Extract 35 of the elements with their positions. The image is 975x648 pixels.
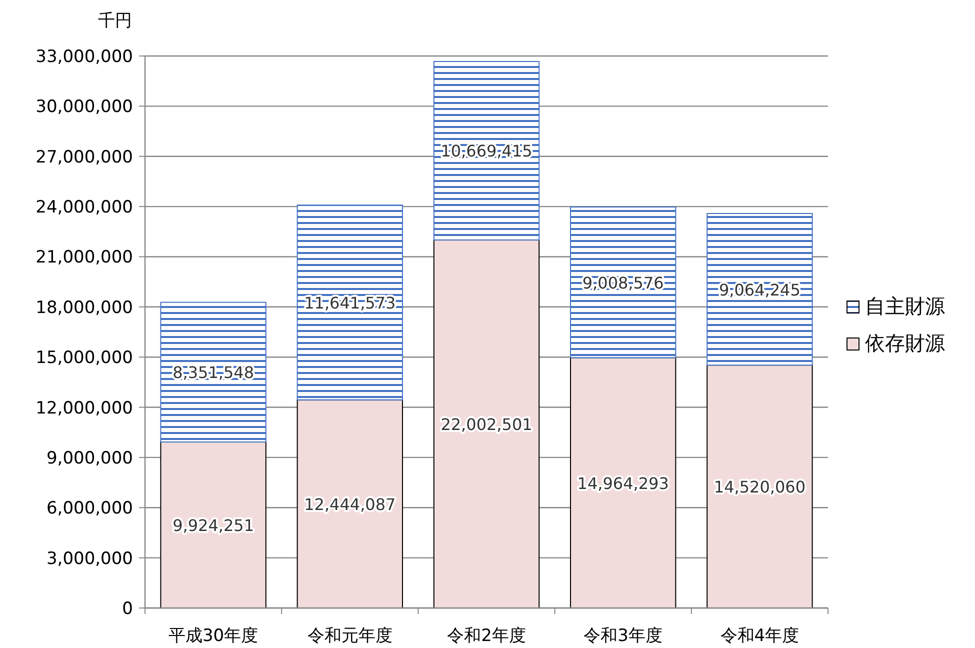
bar [433,239,540,608]
y-tick-label: 12,000,000 [36,398,133,418]
y-tick-label: 18,000,000 [36,298,133,318]
data-label: 9,924,251 [172,516,254,535]
x-tick-label: 令和3年度 [584,626,663,646]
bar [296,399,403,608]
y-tick-label: 6,000,000 [46,498,133,519]
y-tick-label: 27,000,000 [36,147,133,168]
bar [160,302,266,442]
y-axis-title: 千円 [98,11,132,31]
x-tick-label: 令和元年度 [307,626,392,646]
y-tick-label: 21,000,000 [36,248,133,268]
data-label: 12,444,087 [304,494,396,514]
y-tick-label: 9,000,000 [46,448,133,468]
bar [706,213,813,366]
data-label: 14,964,293 [577,474,669,493]
y-tick-label: 15,000,000 [36,348,133,368]
x-tick-label: 令和2年度 [447,626,526,646]
legend-label: 自主財源 [865,294,945,318]
y-tick-label: 3,000,000 [46,548,133,569]
y-tick-label: 24,000,000 [36,198,133,218]
data-label: 14,520,060 [714,478,806,497]
y-tick-label: 0 [122,599,133,619]
y-tick-label: 33,000,000 [36,47,133,67]
legend-label: 依存財源 [865,331,945,355]
y-tick-label: 30,000,000 [36,97,133,118]
bar [570,206,676,358]
x-tick-label: 平成30年度 [168,626,258,646]
bar [160,441,266,608]
bar [706,364,813,608]
bar [433,60,540,240]
data-label: 22,002,501 [440,414,532,434]
bar [296,204,403,400]
bar [570,357,676,608]
x-tick-label: 令和4年度 [720,626,800,646]
